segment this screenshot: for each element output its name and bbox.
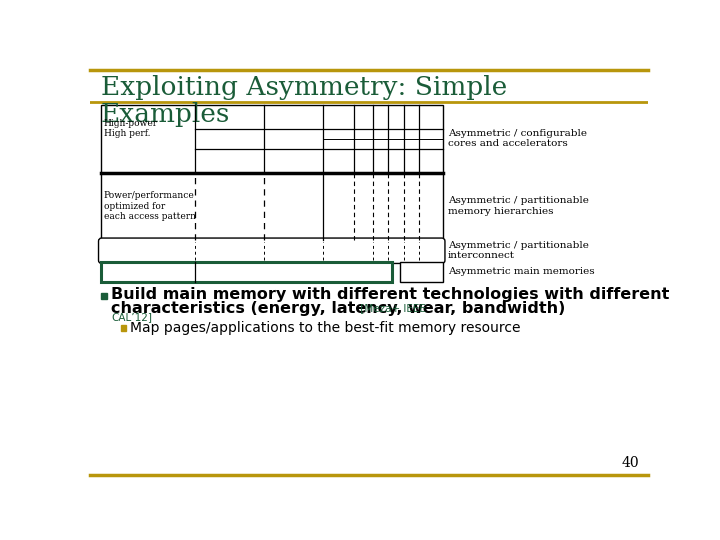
- Text: Map pages/applications to the best-fit memory resource: Map pages/applications to the best-fit m…: [130, 321, 521, 335]
- Text: High-power
High perf.: High-power High perf.: [104, 119, 158, 138]
- Bar: [101, 173, 443, 240]
- Text: Asymmetric / partitionable
interconnect: Asymmetric / partitionable interconnect: [448, 241, 589, 260]
- Bar: [400, 262, 443, 282]
- Text: Examples: Examples: [101, 102, 230, 127]
- Bar: [121, 326, 127, 331]
- Bar: [101, 105, 443, 173]
- Text: [Meza+ IEEE: [Meza+ IEEE: [357, 303, 426, 313]
- Text: Exploiting Asymmetry: Simple: Exploiting Asymmetry: Simple: [101, 75, 507, 100]
- Bar: [101, 262, 392, 282]
- Text: Different technologies
Power characteristics: Different technologies Power characteris…: [104, 262, 207, 282]
- Text: 40: 40: [621, 456, 639, 470]
- Text: Power/performance
optimized for
each access pattern: Power/performance optimized for each acc…: [104, 191, 196, 221]
- Text: Build main memory with different technologies with different: Build main memory with different technol…: [111, 287, 670, 302]
- Text: CAL’12]: CAL’12]: [111, 312, 152, 322]
- FancyBboxPatch shape: [99, 238, 445, 264]
- Text: characteristics (energy, latency, wear, bandwidth): characteristics (energy, latency, wear, …: [111, 301, 565, 315]
- Text: Asymmetric / configurable
cores and accelerators: Asymmetric / configurable cores and acce…: [448, 129, 587, 149]
- Text: Asymmetric / partitionable
memory hierarchies: Asymmetric / partitionable memory hierar…: [448, 197, 589, 216]
- Bar: [101, 293, 107, 299]
- Text: Asymmetric main memories: Asymmetric main memories: [448, 267, 595, 276]
